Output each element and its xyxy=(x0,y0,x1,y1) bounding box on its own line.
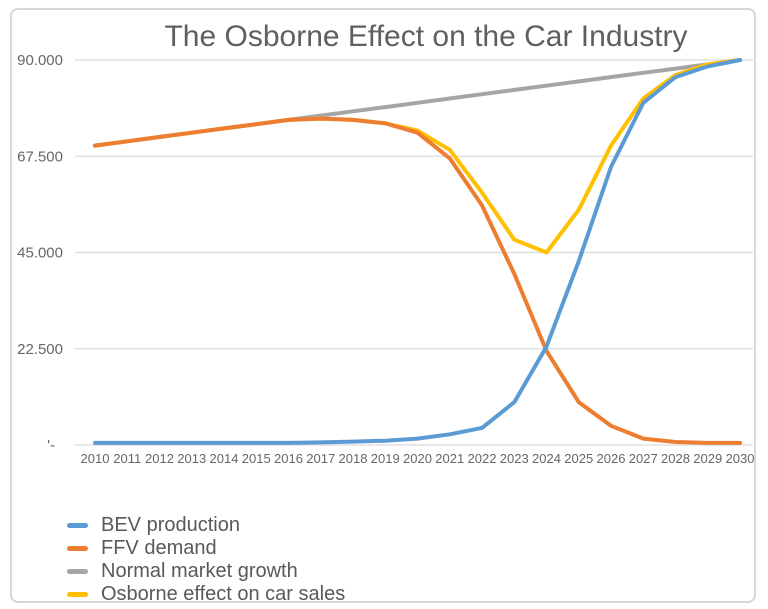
series-line-ffv-demand xyxy=(93,116,742,445)
x-tick-label: 2010 xyxy=(81,451,110,466)
legend-swatch-osborne-effect-on-car-sales xyxy=(67,592,88,597)
legend-label: Normal market growth xyxy=(101,560,298,582)
y-tick-label: 45.000 xyxy=(17,245,63,262)
x-tick-label: 2018 xyxy=(339,451,368,466)
y-tick-label: 90.000 xyxy=(17,52,63,69)
legend-label: BEV production xyxy=(101,514,240,536)
x-tick-label: 2021 xyxy=(435,451,464,466)
legend-item-normal-market-growth: Normal market growth xyxy=(67,560,345,583)
chart-legend: BEV production FFV demand Normal market gr… xyxy=(67,514,345,606)
x-tick-label: 2016 xyxy=(274,451,303,466)
legend-swatch-bev-production xyxy=(67,523,88,528)
x-tick-label: 2024 xyxy=(532,451,561,466)
x-tick-label: 2027 xyxy=(629,451,658,466)
x-tick-label: 2015 xyxy=(242,451,271,466)
x-tick-label: 2011 xyxy=(113,451,141,466)
y-tick-label: 22.500 xyxy=(17,341,63,358)
legend-label: FFV demand xyxy=(101,537,217,559)
x-tick-label: 2029 xyxy=(693,451,722,466)
x-tick-label: 2023 xyxy=(500,451,529,466)
x-tick-label: 2017 xyxy=(306,451,335,466)
y-tick-label: '- xyxy=(47,437,55,454)
x-tick-label: 2020 xyxy=(403,451,432,466)
legend-swatch-normal-market-growth xyxy=(67,569,88,574)
x-tick-label: 2025 xyxy=(564,451,593,466)
series-line-bev-production xyxy=(93,58,742,445)
x-tick-label: 2012 xyxy=(145,451,174,466)
legend-item-osborne-effect-on-car-sales: Osborne effect on car sales xyxy=(67,583,345,606)
y-tick-label: 67.500 xyxy=(17,148,63,165)
x-tick-label: 2028 xyxy=(661,451,690,466)
chart-title: The Osborne Effect on the Car Industry xyxy=(164,20,688,53)
x-tick-label: 2026 xyxy=(597,451,626,466)
x-tick-label: 2014 xyxy=(210,451,239,466)
x-tick-label: 2022 xyxy=(468,451,497,466)
x-tick-label: 2013 xyxy=(177,451,206,466)
legend-swatch-ffv-demand xyxy=(67,546,88,551)
legend-label: Osborne effect on car sales xyxy=(101,583,346,605)
x-tick-label: 2019 xyxy=(371,451,400,466)
x-tick-label: 2030 xyxy=(726,451,755,466)
legend-item-ffv-demand: FFV demand xyxy=(67,537,345,560)
legend-item-bev-production: BEV production xyxy=(67,514,345,537)
